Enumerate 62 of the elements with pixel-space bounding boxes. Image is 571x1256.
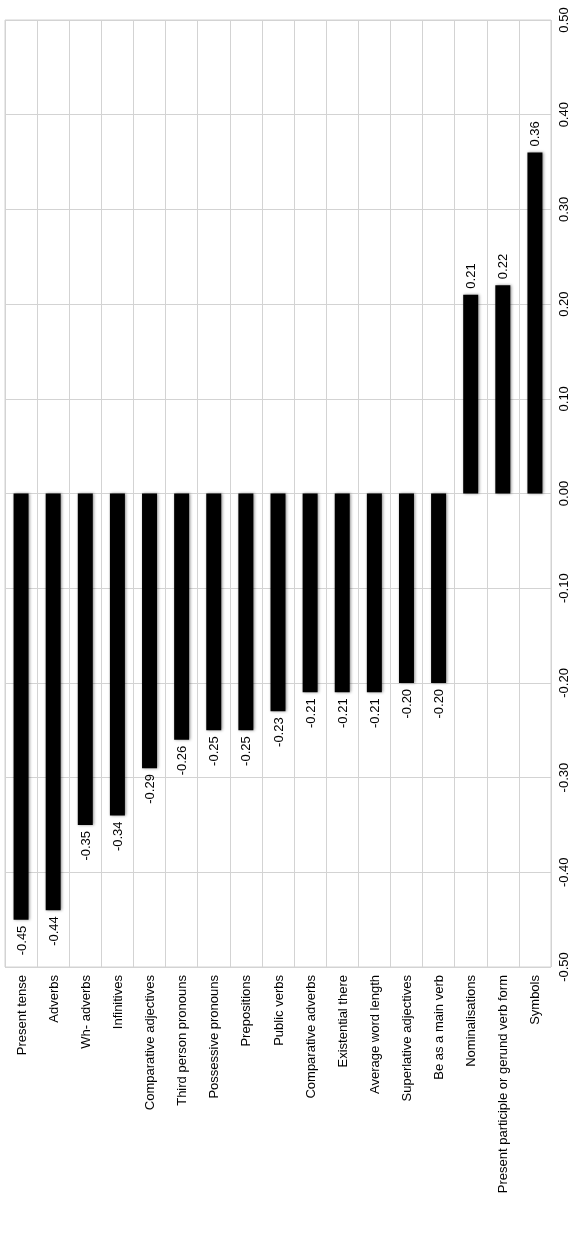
data-label: -0.25 [238,736,254,766]
y-tick-label: 0.00 [556,480,571,507]
bar [206,493,222,731]
bar [45,493,61,911]
bar [334,493,350,693]
y-tick-label: -0.20 [556,668,571,698]
bar [302,493,318,693]
data-label: 0.21 [463,263,479,289]
y-tick-label: -0.30 [556,762,571,793]
data-label: -0.20 [431,688,447,719]
x-tick-label: Average word length [366,975,382,1095]
bar [13,493,29,920]
data-label: 0.22 [495,253,511,280]
data-label: -0.26 [174,745,190,776]
data-label: -0.20 [398,688,414,719]
bar [238,493,254,731]
y-tick-label: 0.20 [556,291,571,317]
bar [366,493,382,693]
y-tick-label: -0.50 [556,952,571,982]
y-tick-label: -0.10 [556,573,571,604]
bar [431,493,447,683]
x-tick-label: Symbols [527,974,543,1025]
y-tick-label: 0.10 [556,386,571,412]
y-tick-label: 0.30 [556,196,571,223]
x-tick-label: Infinitives [109,974,125,1030]
x-tick-label: Possessive pronouns [206,974,222,1099]
x-tick-label: Superlative adjectives [398,974,414,1102]
data-label: 0.36 [527,121,543,147]
x-tick-label: Be as a main verb [431,975,447,1080]
y-tick-label: 0.40 [556,102,571,128]
x-tick-label: Nominalisations [463,974,479,1067]
bar [495,285,511,494]
x-tick-label: Wh- adverbs [77,974,93,1049]
data-label: -0.45 [13,925,29,956]
data-label: -0.35 [77,830,93,861]
data-label: -0.25 [206,736,222,766]
x-tick-label: Prepositions [238,974,254,1047]
x-tick-label: Adverbs [45,974,61,1023]
bar [398,493,414,683]
x-tick-label: Comparative adverbs [302,974,318,1099]
x-tick-label: Existential there [334,975,350,1068]
data-label: -0.34 [109,821,125,852]
data-label: -0.21 [334,698,350,729]
x-tick-label: Third person pronouns [174,974,190,1106]
bar [270,493,286,712]
bar [174,493,190,740]
data-label: -0.21 [302,698,318,729]
data-label: -0.44 [45,916,61,946]
data-label: -0.21 [366,698,382,729]
bar [527,152,543,494]
x-tick-label: Present participle or gerund verb form [495,975,511,1194]
bar [109,493,125,816]
x-tick-label: Present tense [13,975,29,1056]
bar [142,493,158,769]
data-label: -0.29 [142,774,158,804]
x-tick-label: Public verbs [270,974,286,1046]
bar [77,493,93,825]
data-label: -0.23 [270,717,286,747]
y-tick-label: -0.40 [556,857,571,888]
bar [463,294,479,494]
x-tick-label: Comparative adjectives [142,974,158,1111]
y-tick-label: 0.50 [556,7,571,33]
